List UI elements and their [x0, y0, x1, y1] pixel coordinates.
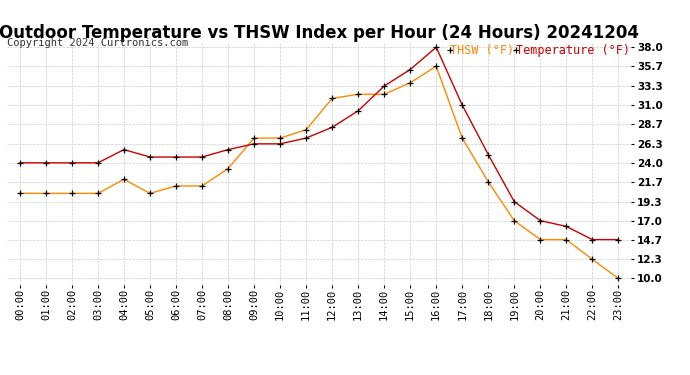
THSW (°F) [302, 128, 311, 132]
THSW (°F) [432, 64, 440, 69]
Temperature (°F) [328, 125, 336, 130]
THSW (°F) [68, 191, 76, 196]
Temperature (°F) [484, 152, 493, 157]
Temperature (°F) [510, 200, 518, 204]
Temperature (°F) [536, 218, 544, 223]
Temperature (°F) [250, 142, 258, 146]
Line: Temperature (°F): Temperature (°F) [17, 44, 622, 243]
THSW (°F) [354, 92, 362, 96]
Temperature (°F) [380, 84, 388, 88]
THSW (°F) [94, 191, 102, 196]
Temperature (°F) [146, 155, 154, 159]
THSW (°F) [42, 191, 50, 196]
Line: THSW (°F): THSW (°F) [17, 63, 622, 282]
Temperature (°F) [198, 155, 206, 159]
Text: Copyright 2024 Curtronics.com: Copyright 2024 Curtronics.com [7, 38, 188, 48]
THSW (°F) [536, 237, 544, 242]
THSW (°F) [458, 136, 466, 140]
THSW (°F) [562, 237, 571, 242]
Temperature (°F) [120, 147, 128, 152]
THSW (°F) [198, 184, 206, 188]
Temperature (°F) [68, 160, 76, 165]
Temperature (°F) [458, 103, 466, 107]
THSW (°F) [484, 180, 493, 184]
Legend: THSW (°F), Temperature (°F): THSW (°F), Temperature (°F) [450, 44, 630, 57]
Temperature (°F) [42, 160, 50, 165]
THSW (°F) [172, 184, 180, 188]
THSW (°F) [380, 92, 388, 96]
Temperature (°F) [588, 237, 596, 242]
Temperature (°F) [406, 67, 414, 72]
Temperature (°F) [432, 45, 440, 50]
THSW (°F) [120, 177, 128, 182]
THSW (°F) [614, 276, 622, 280]
Temperature (°F) [172, 155, 180, 159]
Temperature (°F) [224, 147, 233, 152]
THSW (°F) [276, 136, 284, 140]
THSW (°F) [224, 166, 233, 171]
THSW (°F) [510, 218, 518, 223]
Temperature (°F) [276, 142, 284, 146]
THSW (°F) [328, 96, 336, 100]
Temperature (°F) [562, 224, 571, 229]
THSW (°F) [16, 191, 24, 196]
Temperature (°F) [354, 109, 362, 113]
Temperature (°F) [302, 136, 311, 140]
Temperature (°F) [16, 160, 24, 165]
Temperature (°F) [94, 160, 102, 165]
THSW (°F) [406, 81, 414, 85]
THSW (°F) [588, 257, 596, 262]
THSW (°F) [146, 191, 154, 196]
THSW (°F) [250, 136, 258, 140]
Title: Outdoor Temperature vs THSW Index per Hour (24 Hours) 20241204: Outdoor Temperature vs THSW Index per Ho… [0, 24, 639, 42]
Temperature (°F) [614, 237, 622, 242]
